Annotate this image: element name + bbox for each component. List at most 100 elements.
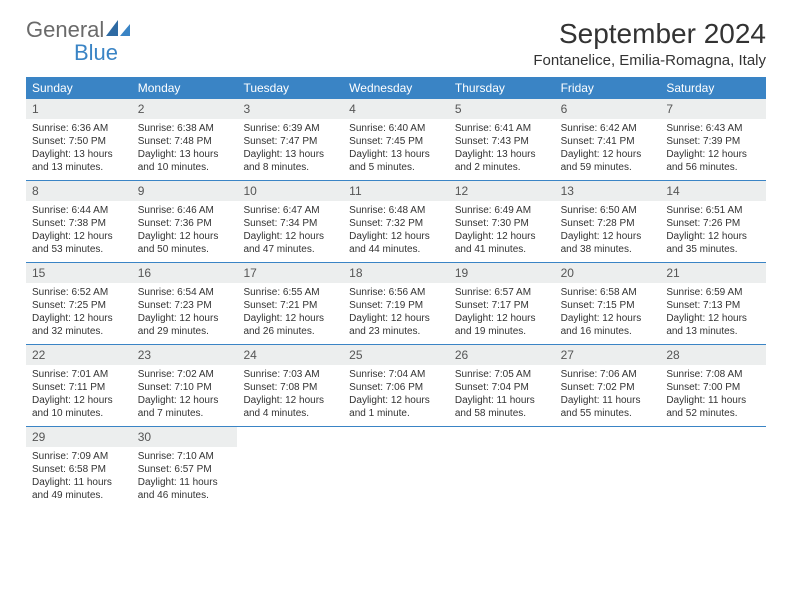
day-line: Daylight: 12 hours (32, 394, 126, 407)
day-line: Sunrise: 6:42 AM (561, 122, 655, 135)
day-line: and 52 minutes. (666, 407, 760, 420)
day-line: and 7 minutes. (138, 407, 232, 420)
day-line: Sunset: 7:23 PM (138, 299, 232, 312)
day-number: 5 (449, 99, 555, 119)
day-body: Sunrise: 6:43 AMSunset: 7:39 PMDaylight:… (660, 119, 766, 180)
day-number: 2 (132, 99, 238, 119)
day-number: 9 (132, 181, 238, 201)
day-line: and 38 minutes. (561, 243, 655, 256)
day-number: 19 (449, 263, 555, 283)
day-body: Sunrise: 6:59 AMSunset: 7:13 PMDaylight:… (660, 283, 766, 344)
day-body: Sunrise: 7:01 AMSunset: 7:11 PMDaylight:… (26, 365, 132, 426)
day-line: and 5 minutes. (349, 161, 443, 174)
day-line: and 53 minutes. (32, 243, 126, 256)
day-line: Sunrise: 7:09 AM (32, 450, 126, 463)
day-cell: 11Sunrise: 6:48 AMSunset: 7:32 PMDayligh… (343, 181, 449, 262)
day-body: Sunrise: 6:55 AMSunset: 7:21 PMDaylight:… (237, 283, 343, 344)
day-body: Sunrise: 6:51 AMSunset: 7:26 PMDaylight:… (660, 201, 766, 262)
day-line: Sunrise: 6:47 AM (243, 204, 337, 217)
day-cell: 10Sunrise: 6:47 AMSunset: 7:34 PMDayligh… (237, 181, 343, 262)
day-line: Sunset: 7:45 PM (349, 135, 443, 148)
week-row: 1Sunrise: 6:36 AMSunset: 7:50 PMDaylight… (26, 99, 766, 181)
day-line: Sunrise: 7:10 AM (138, 450, 232, 463)
day-line: Sunset: 7:21 PM (243, 299, 337, 312)
title-block: September 2024 Fontanelice, Emilia-Romag… (533, 18, 766, 69)
day-cell: 9Sunrise: 6:46 AMSunset: 7:36 PMDaylight… (132, 181, 238, 262)
day-line: and 2 minutes. (455, 161, 549, 174)
day-line: Sunrise: 6:44 AM (32, 204, 126, 217)
day-cell: 21Sunrise: 6:59 AMSunset: 7:13 PMDayligh… (660, 263, 766, 344)
day-line: Sunrise: 6:55 AM (243, 286, 337, 299)
day-line: Sunset: 7:26 PM (666, 217, 760, 230)
week-row: 22Sunrise: 7:01 AMSunset: 7:11 PMDayligh… (26, 345, 766, 427)
day-number: 14 (660, 181, 766, 201)
day-body: Sunrise: 7:02 AMSunset: 7:10 PMDaylight:… (132, 365, 238, 426)
logo-word-general: General (26, 19, 104, 41)
day-line: Sunrise: 6:50 AM (561, 204, 655, 217)
day-line: and 8 minutes. (243, 161, 337, 174)
day-line: Sunrise: 6:54 AM (138, 286, 232, 299)
day-line: Sunrise: 7:02 AM (138, 368, 232, 381)
day-body: Sunrise: 7:06 AMSunset: 7:02 PMDaylight:… (555, 365, 661, 426)
day-line: Sunset: 7:47 PM (243, 135, 337, 148)
day-line: and 10 minutes. (138, 161, 232, 174)
day-line: Sunset: 7:28 PM (561, 217, 655, 230)
day-cell: 15Sunrise: 6:52 AMSunset: 7:25 PMDayligh… (26, 263, 132, 344)
day-line: Daylight: 12 hours (666, 230, 760, 243)
day-cell: 29Sunrise: 7:09 AMSunset: 6:58 PMDayligh… (26, 427, 132, 508)
day-line: Sunrise: 6:57 AM (455, 286, 549, 299)
weekday-header: Sunday (26, 77, 132, 99)
weekday-header: Tuesday (237, 77, 343, 99)
week-row: 29Sunrise: 7:09 AMSunset: 6:58 PMDayligh… (26, 427, 766, 508)
day-body: Sunrise: 7:09 AMSunset: 6:58 PMDaylight:… (26, 447, 132, 508)
day-body: Sunrise: 6:44 AMSunset: 7:38 PMDaylight:… (26, 201, 132, 262)
day-body: Sunrise: 6:52 AMSunset: 7:25 PMDaylight:… (26, 283, 132, 344)
day-line: Daylight: 12 hours (32, 230, 126, 243)
day-line: Daylight: 12 hours (561, 148, 655, 161)
day-cell: 16Sunrise: 6:54 AMSunset: 7:23 PMDayligh… (132, 263, 238, 344)
day-line: Sunrise: 6:38 AM (138, 122, 232, 135)
day-line: Sunset: 7:25 PM (32, 299, 126, 312)
day-number: 10 (237, 181, 343, 201)
day-cell: 18Sunrise: 6:56 AMSunset: 7:19 PMDayligh… (343, 263, 449, 344)
day-line: Sunrise: 7:03 AM (243, 368, 337, 381)
day-line: and 35 minutes. (666, 243, 760, 256)
day-cell: 30Sunrise: 7:10 AMSunset: 6:57 PMDayligh… (132, 427, 238, 508)
day-line: Sunset: 7:17 PM (455, 299, 549, 312)
day-number: 16 (132, 263, 238, 283)
day-body: Sunrise: 7:03 AMSunset: 7:08 PMDaylight:… (237, 365, 343, 426)
day-line: and 50 minutes. (138, 243, 232, 256)
day-cell: 23Sunrise: 7:02 AMSunset: 7:10 PMDayligh… (132, 345, 238, 426)
day-cell: 19Sunrise: 6:57 AMSunset: 7:17 PMDayligh… (449, 263, 555, 344)
day-line: Daylight: 13 hours (455, 148, 549, 161)
day-line: Sunrise: 6:51 AM (666, 204, 760, 217)
day-line: Sunset: 7:43 PM (455, 135, 549, 148)
day-line: Daylight: 13 hours (32, 148, 126, 161)
location: Fontanelice, Emilia-Romagna, Italy (533, 52, 766, 69)
day-line: Daylight: 11 hours (32, 476, 126, 489)
day-line: Daylight: 11 hours (455, 394, 549, 407)
day-line: and 41 minutes. (455, 243, 549, 256)
day-body: Sunrise: 6:56 AMSunset: 7:19 PMDaylight:… (343, 283, 449, 344)
calendar: SundayMondayTuesdayWednesdayThursdayFrid… (26, 77, 766, 508)
day-number: 26 (449, 345, 555, 365)
day-line: Sunset: 7:30 PM (455, 217, 549, 230)
weeks-container: 1Sunrise: 6:36 AMSunset: 7:50 PMDaylight… (26, 99, 766, 508)
day-line: Sunset: 7:38 PM (32, 217, 126, 230)
day-number: 25 (343, 345, 449, 365)
day-cell: 2Sunrise: 6:38 AMSunset: 7:48 PMDaylight… (132, 99, 238, 180)
weekday-header: Monday (132, 77, 238, 99)
header: General Blue September 2024 Fontanelice,… (26, 18, 766, 69)
day-body: Sunrise: 6:47 AMSunset: 7:34 PMDaylight:… (237, 201, 343, 262)
day-line: Daylight: 12 hours (561, 312, 655, 325)
day-line: Sunrise: 6:36 AM (32, 122, 126, 135)
day-line: Sunrise: 6:40 AM (349, 122, 443, 135)
weekday-header: Wednesday (343, 77, 449, 99)
day-line: Sunset: 7:48 PM (138, 135, 232, 148)
day-cell: 14Sunrise: 6:51 AMSunset: 7:26 PMDayligh… (660, 181, 766, 262)
day-number: 7 (660, 99, 766, 119)
day-line: Sunset: 7:11 PM (32, 381, 126, 394)
day-line: Sunset: 7:06 PM (349, 381, 443, 394)
day-cell: 7Sunrise: 6:43 AMSunset: 7:39 PMDaylight… (660, 99, 766, 180)
day-number: 27 (555, 345, 661, 365)
